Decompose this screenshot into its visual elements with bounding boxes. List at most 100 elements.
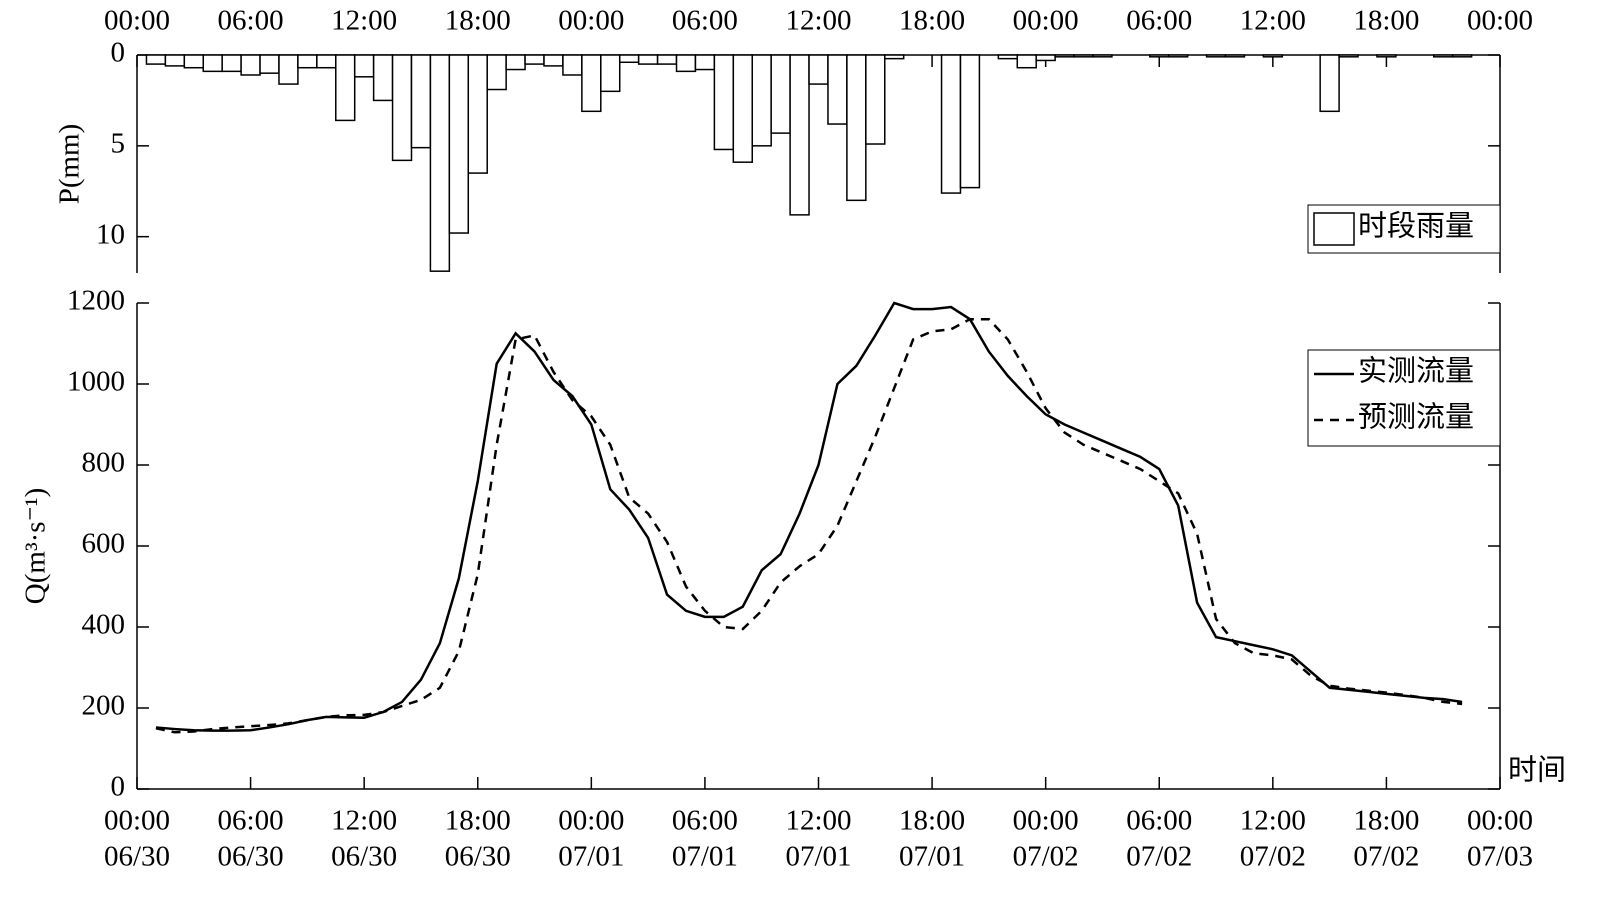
bar <box>467 54 488 174</box>
bar <box>183 54 205 69</box>
x-tick-label: 00:00 <box>104 5 170 37</box>
line <box>155 301 1463 732</box>
bar <box>240 54 261 76</box>
bar <box>618 54 640 64</box>
x-tick-label: 06/30 <box>218 841 284 873</box>
x-tick-label: 00:00 <box>1013 5 1079 37</box>
bar <box>372 54 394 102</box>
y-tick-label: 0 <box>111 771 126 803</box>
y-axis-label: Q(m³·s⁻¹) <box>20 488 52 604</box>
bar <box>1035 54 1056 62</box>
y-tick-label: 1200 <box>67 285 125 317</box>
bar <box>600 54 621 93</box>
x-tick-label: 00:00 <box>558 5 624 37</box>
x-tick-label: 18:00 <box>1353 5 1419 37</box>
bar <box>789 54 810 216</box>
bar <box>884 54 905 60</box>
bar <box>694 54 716 71</box>
bar <box>221 54 242 73</box>
y-tick-label: 1000 <box>67 366 125 398</box>
x-tick-label: 07/03 <box>1467 841 1533 873</box>
bar <box>1073 54 1094 58</box>
bar <box>1205 54 1227 58</box>
bar <box>940 54 962 194</box>
bar <box>562 54 583 76</box>
bar <box>1451 54 1473 58</box>
bar <box>1149 54 1170 58</box>
x-tick-label: 18:00 <box>899 805 965 837</box>
bar <box>997 54 1019 60</box>
x-tick-label: 07/01 <box>785 841 851 873</box>
y-tick-label: 0 <box>111 37 126 69</box>
bar <box>486 54 507 91</box>
bar <box>1376 54 1397 58</box>
bar <box>1016 54 1037 69</box>
x-tick-label: 12:00 <box>1240 805 1306 837</box>
bar <box>1224 54 1246 58</box>
bar <box>1167 54 1189 58</box>
y-tick-label: 5 <box>111 127 126 159</box>
bar <box>410 54 432 149</box>
bar <box>1319 54 1340 113</box>
x-tick-label: 12:00 <box>785 805 851 837</box>
bar <box>959 54 981 189</box>
bar <box>581 54 602 113</box>
y-tick-label: 600 <box>82 528 126 560</box>
bar <box>278 54 299 85</box>
bar <box>656 54 678 65</box>
x-tick-label: 07/01 <box>672 841 738 873</box>
bar <box>164 54 186 67</box>
x-tick-label: 06/30 <box>104 841 170 873</box>
bar <box>391 54 413 162</box>
x-tick-label: 06:00 <box>218 805 284 837</box>
bar <box>1054 54 1075 58</box>
x-tick-label: 06:00 <box>672 5 738 37</box>
x-tick-label: 00:00 <box>104 805 170 837</box>
x-tick-label: 12:00 <box>331 5 397 37</box>
x-tick-label: 12:00 <box>785 5 851 37</box>
legend-label: 实测流量 <box>1358 355 1474 388</box>
x-tick-label: 07/02 <box>1126 841 1192 873</box>
x-tick-label: 00:00 <box>558 805 624 837</box>
y-axis-label: P(mm) <box>54 124 86 205</box>
x-tick-label: 06/30 <box>331 841 397 873</box>
bar <box>713 54 735 151</box>
bar <box>808 54 829 85</box>
bar <box>827 54 848 125</box>
x-tick-label: 12:00 <box>331 805 397 837</box>
bar <box>1262 54 1284 58</box>
x-tick-label: 07/02 <box>1013 841 1079 873</box>
legend-label: 预测流量 <box>1358 401 1474 434</box>
bar <box>335 54 356 122</box>
bar <box>865 54 886 145</box>
bar <box>1092 54 1113 58</box>
x-axis-label: 时间 <box>1508 754 1566 787</box>
x-tick-label: 18:00 <box>445 5 511 37</box>
line <box>155 317 1463 734</box>
bar <box>316 54 337 69</box>
x-tick-label: 18:00 <box>1353 805 1419 837</box>
x-tick-label: 00:00 <box>1013 805 1079 837</box>
y-tick-label: 10 <box>96 218 125 250</box>
x-tick-label: 06/30 <box>445 841 511 873</box>
bar <box>1432 54 1454 58</box>
x-tick-label: 07/02 <box>1353 841 1419 873</box>
bar <box>543 54 564 67</box>
legend-label: 时段雨量 <box>1358 210 1474 243</box>
legend-swatch <box>1313 212 1355 246</box>
bar <box>732 54 753 163</box>
x-tick-label: 06:00 <box>218 5 284 37</box>
bar <box>675 54 697 73</box>
x-tick-label: 00:00 <box>1467 805 1533 837</box>
bar <box>448 54 470 234</box>
bar <box>202 54 223 73</box>
x-tick-label: 18:00 <box>445 805 511 837</box>
bar <box>846 54 867 202</box>
bar <box>1338 54 1359 58</box>
bar <box>505 54 526 71</box>
x-tick-label: 00:00 <box>1467 5 1533 37</box>
x-tick-label: 06:00 <box>1126 5 1192 37</box>
x-tick-label: 06:00 <box>672 805 738 837</box>
legend-box <box>1307 349 1501 447</box>
x-tick-label: 18:00 <box>899 5 965 37</box>
